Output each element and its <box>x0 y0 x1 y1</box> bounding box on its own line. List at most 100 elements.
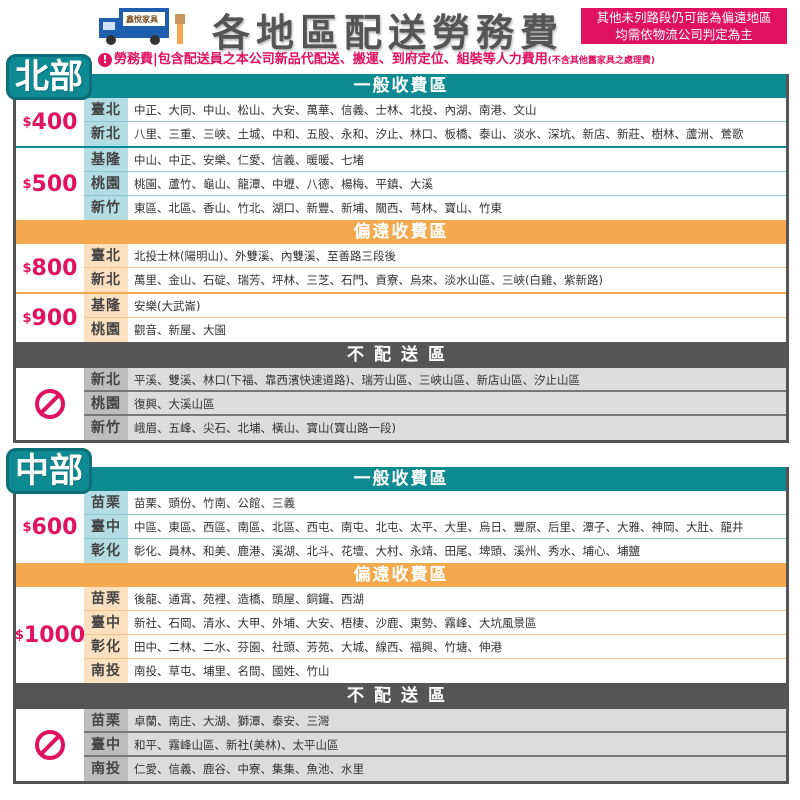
area-rows: 基隆 安樂(大武崙) 桃園 觀音、新屋、大園 <box>84 294 786 342</box>
district-list: 東區、北區、香山、竹北、湖口、新豐、新埔、關西、芎林、寶山、竹東 <box>134 201 502 215</box>
zone-header: 偏遠收費區 <box>16 563 786 587</box>
price-value: 600 <box>31 514 78 540</box>
price-group: $600 苗栗 苗栗、頭份、竹南、公館、三義 臺中 中區、東區、西區、南區、北區、西屯、… <box>16 491 786 563</box>
county-label: 南投 <box>84 659 128 683</box>
price-group: $400 臺北 中正、大同、中山、松山、大安、萬華、信義、士林、北投、內湖、南港、文… <box>16 98 786 148</box>
county-label: 臺北 <box>84 98 128 121</box>
district-list: 後龍、通霄、苑裡、造橋、頭屋、銅鑼、西湖 <box>134 592 364 606</box>
subtitle: ! 勞務費|包含配送員之本公司新品代配送、搬運、到府定位、組裝等人力費用(不含其他… <box>98 48 655 67</box>
county-label: 彰化 <box>84 539 128 563</box>
district-list: 峨眉、五峰、尖石、北埔、橫山、寶山(寶山路一段) <box>134 421 396 435</box>
table-row: 臺中 和平、霧峰山區、新社(美林)、太平山區 <box>84 733 786 757</box>
currency-symbol: $ <box>14 627 24 643</box>
logo-text: 鑫悅家具 <box>126 15 158 24</box>
district-list: 桃園、蘆竹、龜山、龍潭、中壢、八德、楊梅、平鎮、大溪 <box>134 177 433 191</box>
county-label: 新北 <box>84 268 128 292</box>
district-list: 復興、大溪山區 <box>134 397 215 411</box>
price-value: 900 <box>31 305 78 331</box>
area-rows: 苗栗 後龍、通霄、苑裡、造橋、頭屋、銅鑼、西湖 臺中 新社、石岡、清水、大甲、外埔、大… <box>84 587 786 683</box>
no-entry-icon <box>35 730 65 760</box>
table-row: 臺中 新社、石岡、清水、大甲、外埔、大安、梧棲、沙鹿、東勢、霧峰、大坑風景區 <box>84 611 786 635</box>
zone-header: 一般收費區 <box>16 74 786 98</box>
price: $400 <box>16 98 84 146</box>
county-label: 臺北 <box>84 244 128 267</box>
district-list: 北投士林(陽明山)、外雙溪、內雙溪、至善路三段後 <box>134 249 396 263</box>
district-list: 田中、二林、二水、芬園、社頭、芳苑、大城、線西、福興、竹塘、伸港 <box>134 640 502 654</box>
subtitle-note: (不含其他舊家具之處理費) <box>547 56 655 66</box>
price: $600 <box>16 491 84 563</box>
county-label: 南投 <box>84 757 128 781</box>
price-group: $500 基隆 中山、中正、安樂、仁愛、信義、暖暖、七堵 桃園 桃園、蘆竹、龜山、龍潭、… <box>16 148 786 220</box>
no-delivery <box>16 709 84 781</box>
county-label: 臺中 <box>84 611 128 634</box>
table-row: 臺中 中區、東區、西區、南區、北區、西屯、南屯、北屯、太平、大里、烏日、豐原、后里… <box>84 515 786 539</box>
area-rows: 苗栗 卓蘭、南庄、大湖、獅潭、泰安、三灣 臺中 和平、霧峰山區、新社(美林)、太平山區… <box>84 709 786 781</box>
county-label: 基隆 <box>84 148 128 171</box>
table-row: 新竹 峨眉、五峰、尖石、北埔、橫山、寶山(寶山路一段) <box>84 416 786 440</box>
table-row: 苗栗 後龍、通霄、苑裡、造橋、頭屋、銅鑼、西湖 <box>84 587 786 611</box>
district-list: 萬里、金山、石碇、瑞芳、坪林、三芝、石門、貢寮、烏來、淡水山區、三峽(白雞、紫新… <box>134 273 603 287</box>
table-row: 彰化 彰化、員林、和美、鹿港、溪湖、北斗、花壇、大村、永靖、田尾、埤頭、溪州、秀水… <box>84 539 786 563</box>
district-list: 南投、草屯、埔里、名間、國姓、竹山 <box>134 664 330 678</box>
district-list: 觀音、新屋、大園 <box>134 323 226 337</box>
delivery-truck-icon <box>99 8 185 45</box>
subtitle-text: 勞務費|包含配送員之本公司新品代配送、搬運、到府定位、組裝等人力費用 <box>114 52 548 67</box>
table-row: 桃園 觀音、新屋、大園 <box>84 318 786 342</box>
district-list: 仁愛、信義、鹿谷、中寮、集集、魚池、水里 <box>134 762 364 776</box>
region-title: 中部 <box>6 448 92 494</box>
table-row: 彰化 田中、二林、二水、芬園、社頭、芳苑、大城、線西、福興、竹塘、伸港 <box>84 635 786 659</box>
price-value: 1000 <box>23 622 86 648</box>
county-label: 新竹 <box>84 196 128 220</box>
table-row: 新北 平溪、雙溪、林口(下福、靠西濱快速道路)、瑞芳山區、三峽山區、新店山區、汐止… <box>84 368 786 392</box>
price-value: 500 <box>31 171 78 197</box>
table-row: 新北 萬里、金山、石碇、瑞芳、坪林、三芝、石門、貢寮、烏來、淡水山區、三峽(白雞、… <box>84 268 786 292</box>
zone-header: 偏遠收費區 <box>16 220 786 244</box>
no-delivery <box>16 368 84 440</box>
price-group: $800 臺北 北投士林(陽明山)、外雙溪、內雙溪、至善路三段後 新北 萬里、金山、石碇… <box>16 244 786 294</box>
area-rows: 臺北 北投士林(陽明山)、外雙溪、內雙溪、至善路三段後 新北 萬里、金山、石碇、瑞芳、… <box>84 244 786 292</box>
table-row: 桃園 復興、大溪山區 <box>84 392 786 416</box>
zone-header: 不配送區 <box>16 342 786 368</box>
district-list: 苗栗、頭份、竹南、公館、三義 <box>134 496 295 510</box>
district-list: 八里、三重、三峽、土城、中和、五股、永和、汐止、林口、板橋、泰山、淡水、深坑、新… <box>134 127 744 141</box>
region-title: 北部 <box>6 54 92 100</box>
table-row: 南投 仁愛、信義、鹿谷、中寮、集集、魚池、水里 <box>84 757 786 781</box>
notice-box: 其他未列路段仍可能為偏遠地區 均需依物流公司判定為主 <box>581 8 787 44</box>
county-label: 新竹 <box>84 416 128 440</box>
district-list: 中山、中正、安樂、仁愛、信義、暖暖、七堵 <box>134 153 364 167</box>
currency-symbol: $ <box>22 114 32 130</box>
table-row: 南投 南投、草屯、埔里、名間、國姓、竹山 <box>84 659 786 683</box>
exclamation-icon: ! <box>98 53 112 67</box>
price-group: $900 基隆 安樂(大武崙) 桃園 觀音、新屋、大園 <box>16 294 786 342</box>
zone-header: 一般收費區 <box>16 467 786 491</box>
district-list: 中區、東區、西區、南區、北區、西屯、南屯、北屯、太平、大里、烏日、豐原、后里、潭… <box>134 520 744 534</box>
county-label: 新北 <box>84 122 128 146</box>
county-label: 桃園 <box>84 392 128 414</box>
county-label: 苗栗 <box>84 709 128 731</box>
zone-header: 不配送區 <box>16 683 786 709</box>
county-label: 臺中 <box>84 733 128 755</box>
table-row: 臺北 北投士林(陽明山)、外雙溪、內雙溪、至善路三段後 <box>84 244 786 268</box>
price-group: 新北 平溪、雙溪、林口(下福、靠西濱快速道路)、瑞芳山區、三峽山區、新店山區、汐止… <box>16 368 786 440</box>
district-list: 平溪、雙溪、林口(下福、靠西濱快速道路)、瑞芳山區、三峽山區、新店山區、汐止山區 <box>134 373 580 387</box>
district-list: 中正、大同、中山、松山、大安、萬華、信義、士林、北投、內湖、南港、文山 <box>134 103 537 117</box>
region-table: 一般收費區 $600 苗栗 苗栗、頭份、竹南、公館、三義 臺中 中區、東區、西區、南區、北… <box>13 467 789 784</box>
price-group: $1000 苗栗 後龍、通霄、苑裡、造橋、頭屋、銅鑼、西湖 臺中 新社、石岡、清水、大甲… <box>14 587 786 683</box>
currency-symbol: $ <box>22 260 32 276</box>
price: $500 <box>16 148 84 220</box>
currency-symbol: $ <box>22 176 32 192</box>
region-table: 一般收費區 $400 臺北 中正、大同、中山、松山、大安、萬華、信義、士林、北投、內湖… <box>13 74 789 443</box>
county-label: 彰化 <box>84 635 128 658</box>
district-list: 和平、霧峰山區、新社(美林)、太平山區 <box>134 738 339 752</box>
table-row: 桃園 桃園、蘆竹、龜山、龍潭、中壢、八德、楊梅、平鎮、大溪 <box>84 172 786 196</box>
currency-symbol: $ <box>22 310 32 326</box>
notice-line-2: 均需依物流公司判定為主 <box>615 27 753 42</box>
county-label: 基隆 <box>84 294 128 317</box>
area-rows: 新北 平溪、雙溪、林口(下福、靠西濱快速道路)、瑞芳山區、三峽山區、新店山區、汐止… <box>84 368 786 440</box>
district-list: 新社、石岡、清水、大甲、外埔、大安、梧棲、沙鹿、東勢、霧峰、大坑風景區 <box>134 616 537 630</box>
county-label: 苗栗 <box>84 491 128 514</box>
area-rows: 基隆 中山、中正、安樂、仁愛、信義、暖暖、七堵桃園 桃園、蘆竹、龜山、龍潭、中壢、八… <box>84 148 786 220</box>
county-label: 臺中 <box>84 515 128 538</box>
table-row: 苗栗 卓蘭、南庄、大湖、獅潭、泰安、三灣 <box>84 709 786 733</box>
notice-line-1: 其他未列路段仍可能為偏遠地區 <box>596 10 772 25</box>
